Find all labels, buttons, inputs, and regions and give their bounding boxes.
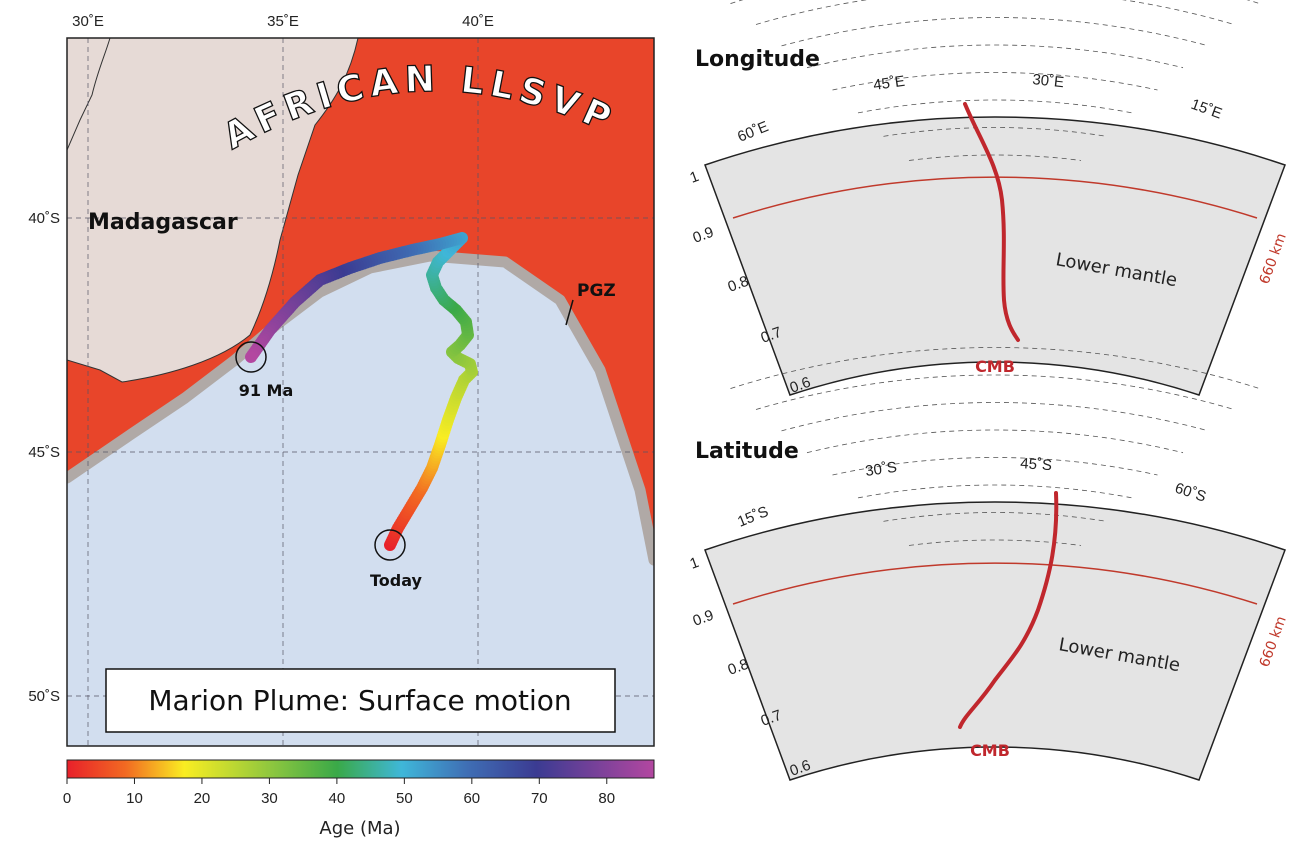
lat-label-50s: 50˚S — [28, 688, 60, 705]
grid-arc — [755, 0, 1235, 25]
grid-arc — [857, 99, 1133, 114]
map-panel: PGZ 30˚E 35˚E 40˚E 40˚S 45˚S 50˚S Madaga… — [28, 13, 655, 747]
colorbar: 0 10 20 30 40 50 60 70 80 Age (Ma) — [63, 759, 655, 839]
longitude-angle-45e: 45˚E — [872, 73, 906, 94]
longitude-plume-conduit — [963, 102, 1020, 342]
latitude-grid — [730, 347, 1260, 546]
title-box — [105, 668, 616, 733]
longitude-angle-30e: 30˚E — [1032, 71, 1065, 91]
colorbar-tick-label: 10 — [126, 790, 143, 807]
plume-track — [245, 232, 478, 551]
grid-arc — [730, 347, 1260, 389]
longitude-title: Longitude — [695, 47, 820, 72]
grid-arc — [730, 0, 1260, 4]
lat-label-40s: 40˚S — [28, 210, 60, 227]
latitude-angle-15s: 15˚S — [735, 503, 771, 531]
colorbar-tick-label: 20 — [194, 790, 211, 807]
colorbar-tick-label: 60 — [463, 790, 480, 807]
longitude-angle-15e: 15˚E — [1189, 96, 1225, 123]
map-title: Marion Plume: Surface motion — [148, 684, 571, 717]
grid-arc — [908, 539, 1082, 546]
latitude-shell — [704, 501, 1286, 781]
longitude-panel: Longitude 60˚E 45˚E 30˚E 15˚E 1 0.9 0.8 … — [688, 0, 1290, 397]
colorbar-tick-label: 40 — [329, 790, 346, 807]
pgz-leader — [565, 299, 574, 326]
grid-arc — [883, 127, 1107, 137]
grid-arc — [781, 17, 1209, 47]
latitude-angle-60s: 60˚S — [1173, 480, 1208, 506]
madagascar-label: Madagascar — [88, 210, 238, 235]
grid-arc — [755, 374, 1235, 410]
latitude-660-line — [732, 562, 1258, 605]
track-point — [245, 351, 257, 363]
latitude-angle-45s: 45˚S — [1020, 455, 1053, 474]
lon-label-40e: 40˚E — [462, 13, 494, 30]
latitude-panel: Latitude 15˚S 30˚S 45˚S 60˚S 1 0.9 0.8 0… — [688, 347, 1290, 781]
longitude-radius-1: 1 — [688, 168, 702, 187]
longitude-shell — [704, 116, 1286, 396]
latitude-cmb-label: CMB — [970, 741, 1010, 760]
grid-arc — [806, 429, 1184, 454]
lon-label-30e: 30˚E — [72, 13, 104, 30]
grid-arc — [806, 44, 1184, 69]
colorbar-label: Age (Ma) — [319, 818, 400, 839]
colorbar-ticks: 0 10 20 30 40 50 60 70 80 — [63, 778, 615, 807]
lat-label-45s: 45˚S — [28, 444, 60, 461]
grid-arc — [832, 72, 1158, 91]
longitude-cmb-label: CMB — [975, 357, 1015, 376]
longitude-angle-60e: 60˚E — [735, 118, 771, 146]
grid-arc — [857, 484, 1133, 499]
pgz-line — [67, 250, 654, 566]
lon-label-35e: 35˚E — [267, 13, 299, 30]
latitude-title: Latitude — [695, 439, 799, 464]
end-marker — [374, 529, 406, 561]
colorbar-gradient — [66, 759, 655, 779]
pgz-label: PGZ — [577, 281, 616, 301]
grid-arc — [781, 402, 1209, 432]
end-label: Today — [370, 571, 423, 590]
latitude-660-label: 660 km — [1257, 614, 1290, 669]
longitude-660-label: 660 km — [1257, 231, 1290, 286]
longitude-radius-0.8: 0.8 — [726, 273, 751, 296]
colorbar-tick-label: 70 — [531, 790, 548, 807]
latitude-plume-conduit — [958, 491, 1059, 729]
colorbar-tick-label: 80 — [598, 790, 615, 807]
map-frame — [66, 37, 655, 747]
colorbar-tick-label: 0 — [63, 790, 71, 807]
latitude-radius-0.6: 0.6 — [788, 757, 813, 780]
madagascar-landmass — [67, 38, 359, 383]
longitude-radius-0.9: 0.9 — [691, 224, 716, 247]
colorbar-tick-label: 50 — [396, 790, 413, 807]
latitude-radius-0.7: 0.7 — [759, 707, 784, 730]
latitude-angle-30s: 30˚S — [864, 459, 898, 480]
start-marker — [235, 341, 267, 373]
grid-arc — [832, 457, 1158, 476]
latitude-radius-0.9: 0.9 — [691, 607, 716, 630]
longitude-660-line — [732, 176, 1258, 219]
longitude-radius-0.6: 0.6 — [788, 374, 813, 397]
grid-arc — [908, 154, 1082, 161]
latitude-radius-1: 1 — [688, 554, 702, 573]
latitude-radius-0.8: 0.8 — [726, 656, 751, 679]
longitude-radius-0.7: 0.7 — [759, 324, 784, 347]
longitude-grid — [730, 0, 1260, 161]
grid-arc — [883, 512, 1107, 522]
colorbar-tick-label: 30 — [261, 790, 278, 807]
mozambique-coast — [67, 38, 111, 151]
start-label: 91 Ma — [239, 381, 294, 400]
